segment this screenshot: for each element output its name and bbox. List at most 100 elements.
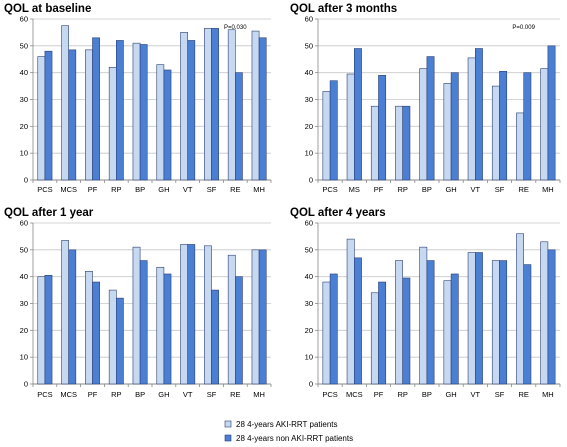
bar-rp-series-2 [116, 40, 124, 181]
legend-swatch-non-aki-rrt [224, 434, 232, 442]
bar-gh-series-2 [163, 273, 172, 385]
bar-gh-series-1 [443, 83, 452, 181]
bar-mh-series-2 [258, 249, 267, 385]
bar-pf-series-1 [85, 270, 93, 385]
bar-pcs-series-1 [37, 56, 46, 181]
y-tick-label: 20 [20, 122, 28, 131]
bar-bp-series-2 [426, 260, 435, 385]
y-tick-label: 40 [20, 68, 28, 77]
bar-re-series-1 [227, 29, 236, 181]
y-tick-label: 40 [305, 68, 313, 77]
panel-title: QOL after 1 year [4, 207, 94, 219]
bar-rp-series-2 [402, 277, 411, 385]
bar-re-series-2 [235, 72, 243, 181]
y-tick-label: 50 [20, 41, 28, 50]
bar-gh-series-2 [163, 69, 172, 181]
x-tick-label: VT [183, 390, 193, 399]
x-tick-label: SF [207, 390, 217, 399]
bar-pcs-series-2 [44, 275, 53, 385]
y-tick-label: 60 [20, 219, 28, 228]
x-tick-label: GH [445, 390, 456, 399]
x-tick-label: MH [253, 390, 265, 399]
x-tick-label: PCS [37, 390, 52, 399]
bar-pcs-series-1 [322, 281, 331, 385]
y-tick-label: 30 [305, 299, 313, 308]
y-tick-label: 20 [305, 326, 313, 335]
bar-mh-series-1 [251, 249, 260, 385]
y-tick-label: 10 [305, 353, 313, 362]
bar-rp-series-1 [395, 260, 404, 385]
p-value-annotation: P=0.009 [512, 25, 535, 31]
y-tick-label: 0 [309, 176, 313, 185]
p-value-annotation: P=0.030 [224, 25, 247, 31]
x-tick-label: MH [542, 390, 554, 399]
bar-gh-series-1 [156, 64, 165, 181]
bar-mh-series-2 [547, 249, 556, 385]
bar-vt-series-2 [474, 252, 483, 385]
x-tick-label: PF [374, 185, 384, 194]
x-tick-label: BP [422, 390, 432, 399]
x-tick-label: MCS [60, 390, 77, 399]
y-tick-label: 0 [24, 176, 28, 185]
bar-sf-series-1 [491, 85, 500, 181]
y-tick-label: 50 [20, 245, 28, 254]
bar-re-series-1 [227, 254, 236, 385]
bar-pf-series-2 [92, 281, 100, 385]
x-tick-label: MH [253, 185, 265, 194]
bar-mcs-series-1 [61, 240, 70, 385]
bar-re-series-2 [523, 264, 532, 385]
x-tick-label: GH [445, 185, 456, 194]
bar-vt-series-1 [467, 252, 476, 385]
bar-rp-series-2 [116, 297, 124, 385]
x-tick-label: PF [374, 390, 384, 399]
bar-pf-series-1 [85, 49, 93, 181]
x-tick-label: VT [183, 185, 193, 194]
bar-gh-series-1 [156, 266, 165, 385]
x-tick-label: RE [518, 390, 528, 399]
chart-panel-3: QOL after 1 year 0 10 20 30 40 50 60 PCS MCS PF RP B… [4, 207, 272, 399]
bar-bp-series-1 [132, 42, 141, 181]
x-tick-label: MS [349, 185, 360, 194]
bar-mh-series-1 [251, 30, 260, 181]
bar-rp-series-1 [108, 67, 117, 181]
bar-bp-series-2 [139, 260, 148, 385]
y-tick-label: 10 [20, 353, 28, 362]
x-tick-label: BP [135, 390, 145, 399]
y-tick-label: 0 [24, 380, 28, 389]
bar-re-series-1 [516, 233, 525, 385]
y-tick-label: 20 [305, 122, 313, 131]
panel-title: QOL at baseline [4, 3, 91, 15]
bar-vt-series-2 [187, 40, 196, 181]
bar-pcs-series-2 [329, 80, 338, 181]
x-tick-label: RP [111, 185, 121, 194]
x-tick-label: PCS [37, 185, 52, 194]
bar-bp-series-2 [426, 56, 435, 181]
y-tick-label: 10 [20, 149, 28, 158]
bar-mh-series-2 [258, 37, 267, 181]
bar-gh-series-2 [450, 72, 459, 181]
bar-sf-series-2 [499, 260, 508, 385]
bar-mh-series-1 [540, 241, 549, 385]
x-tick-label: SF [495, 390, 505, 399]
bar-pf-series-2 [378, 75, 387, 181]
x-tick-label: SF [495, 185, 505, 194]
bar-sf-series-2 [211, 28, 219, 181]
x-tick-label: RE [230, 185, 240, 194]
x-tick-label: BP [422, 185, 432, 194]
x-tick-label: VT [471, 185, 481, 194]
x-tick-label: RP [111, 390, 121, 399]
chart-panel-2: QOL after 3 months 0 10 20 30 40 50 60 PCS MS PF RP… [290, 3, 561, 194]
bar-ms-series-2 [353, 48, 362, 181]
bar-pf-series-1 [370, 105, 379, 181]
bar-sf-series-1 [204, 28, 212, 181]
x-tick-label: MCS [346, 390, 363, 399]
bar-bp-series-1 [419, 68, 428, 181]
y-tick-label: 0 [309, 380, 313, 389]
y-tick-label: 30 [20, 299, 28, 308]
bar-vt-series-2 [474, 48, 483, 181]
panel-title: QOL after 3 months [290, 3, 397, 15]
x-tick-label: GH [158, 390, 169, 399]
bar-pcs-series-1 [37, 276, 46, 385]
bar-vt-series-1 [180, 244, 188, 385]
